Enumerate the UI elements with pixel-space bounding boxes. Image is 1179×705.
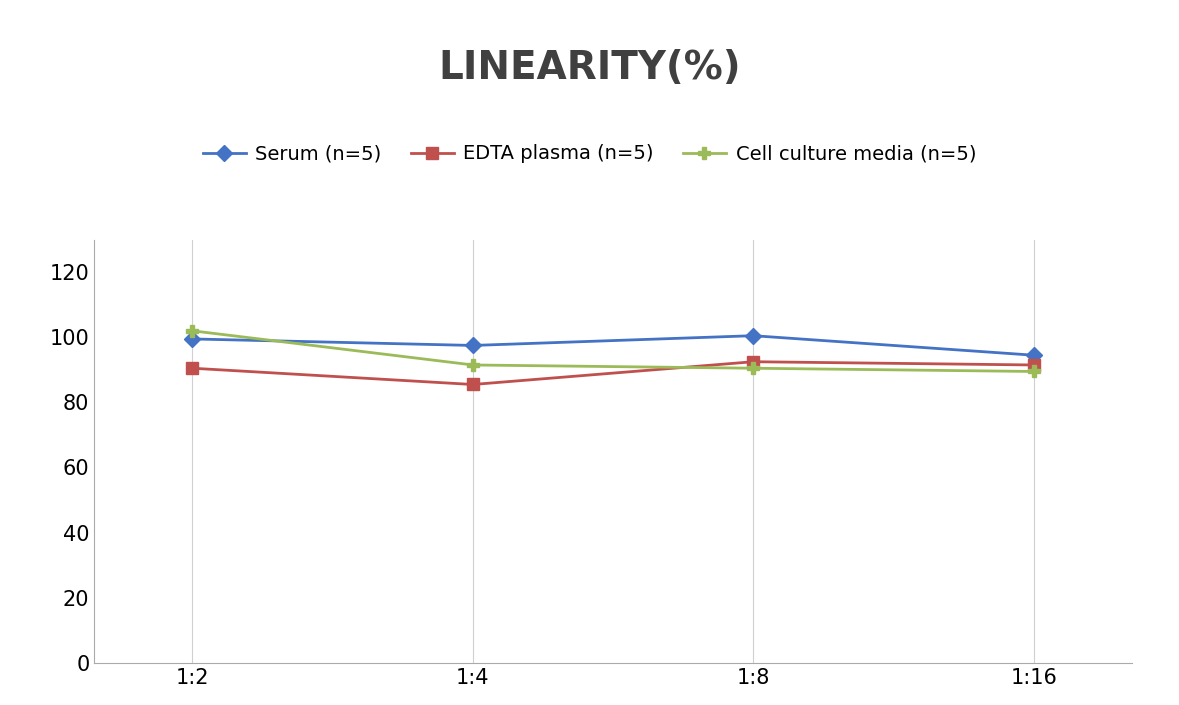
Serum (n=5) — [185, 335, 199, 343]
Cell culture media (n=5) — [1027, 367, 1041, 376]
EDTA plasma (n=5) — [466, 380, 480, 388]
Cell culture media (n=5) — [466, 361, 480, 369]
Line: Serum (n=5): Serum (n=5) — [187, 330, 1039, 361]
EDTA plasma (n=5) — [185, 364, 199, 372]
Line: Cell culture media (n=5): Cell culture media (n=5) — [186, 324, 1040, 378]
Serum (n=5) — [466, 341, 480, 350]
Cell culture media (n=5) — [185, 326, 199, 335]
Cell culture media (n=5) — [746, 364, 760, 372]
Text: LINEARITY(%): LINEARITY(%) — [439, 49, 740, 87]
Legend: Serum (n=5), EDTA plasma (n=5), Cell culture media (n=5): Serum (n=5), EDTA plasma (n=5), Cell cul… — [196, 137, 983, 171]
Serum (n=5) — [746, 331, 760, 340]
Line: EDTA plasma (n=5): EDTA plasma (n=5) — [187, 356, 1039, 390]
EDTA plasma (n=5) — [1027, 361, 1041, 369]
Serum (n=5) — [1027, 351, 1041, 360]
EDTA plasma (n=5) — [746, 357, 760, 366]
